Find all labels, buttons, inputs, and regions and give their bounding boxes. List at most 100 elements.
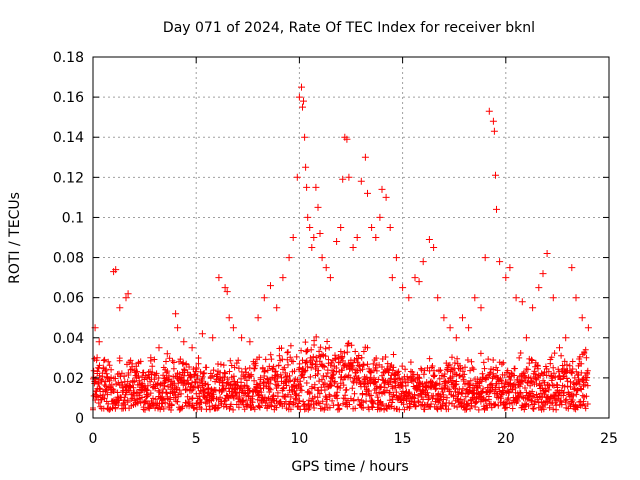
data-point [93, 354, 101, 362]
y-tick-label: 0.08 [53, 251, 84, 267]
data-point [95, 338, 103, 346]
data-point [326, 274, 334, 282]
data-point [506, 264, 514, 272]
data-point [572, 294, 580, 302]
data-point [364, 189, 371, 197]
roti-dense-band [90, 333, 591, 413]
data-point [333, 238, 341, 245]
data-point [103, 374, 111, 382]
data-point [124, 290, 132, 298]
data-point [301, 133, 309, 141]
y-tick-label: 0.16 [53, 90, 84, 106]
data-point [361, 153, 369, 161]
data-point [425, 236, 433, 243]
data-point [155, 344, 163, 352]
data-point [302, 163, 310, 171]
data-point [209, 334, 217, 342]
data-point [584, 324, 592, 332]
data-point [405, 294, 413, 302]
data-point [180, 338, 188, 346]
data-point [215, 274, 223, 282]
data-point [539, 270, 547, 278]
y-tick-label: 0.1 [62, 210, 84, 226]
data-point [279, 274, 287, 282]
data-point [229, 324, 237, 332]
data-point [392, 254, 400, 262]
data-point [562, 334, 570, 342]
data-point [529, 304, 537, 312]
data-point [198, 330, 206, 338]
data-point [221, 284, 229, 292]
data-point [345, 173, 353, 181]
data-point [388, 274, 396, 282]
data-point [399, 284, 407, 292]
data-point [419, 258, 427, 266]
data-point [116, 304, 124, 312]
data-point [172, 310, 180, 318]
x-tick-label: 0 [89, 431, 98, 447]
data-point [376, 213, 384, 221]
x-tick-label: 15 [394, 431, 412, 447]
x-axis-title: GPS time / hours [291, 459, 408, 475]
chart-title: Day 071 of 2024, Rate Of TEC Index for r… [163, 20, 535, 36]
data-point [440, 314, 448, 322]
data-point [188, 344, 196, 352]
y-tick-label: 0.06 [53, 291, 84, 307]
data-point [378, 185, 386, 193]
data-point [223, 288, 231, 296]
x-tick-label: 5 [192, 431, 201, 447]
data-point [238, 334, 246, 342]
data-point [128, 360, 136, 368]
data-point [299, 103, 306, 111]
data-point [489, 117, 497, 125]
data-points-layer [91, 83, 592, 392]
data-point [337, 224, 345, 231]
data-point [415, 278, 423, 286]
data-point [303, 183, 311, 191]
data-point [543, 250, 551, 257]
data-point [343, 135, 351, 143]
data-point [339, 175, 347, 183]
data-point [459, 314, 466, 322]
data-point [411, 274, 419, 282]
data-point [293, 173, 301, 181]
y-tick-label: 0.12 [53, 170, 84, 186]
data-point [430, 244, 438, 251]
data-point [300, 97, 307, 105]
data-point [556, 344, 563, 352]
y-tick-label: 0.02 [53, 371, 84, 387]
data-point [318, 254, 326, 262]
y-tick-label: 0.18 [53, 50, 84, 66]
data-point [312, 183, 320, 191]
data-point [122, 294, 130, 302]
x-tick-label: 20 [497, 431, 515, 447]
data-point [485, 107, 493, 115]
data-point [112, 266, 120, 274]
data-point [139, 384, 146, 392]
data-point [518, 298, 526, 306]
ticks-layer: 0 0.02 0.04 0.06 0.08 0.1 0.12 0.14 0.16 0.18 0 5 10… [53, 50, 618, 447]
data-point [260, 294, 268, 302]
data-point [285, 254, 293, 262]
data-point [298, 83, 305, 91]
y-tick-label: 0.14 [53, 130, 84, 146]
data-point [493, 205, 500, 213]
data-point [481, 254, 489, 262]
data-point [502, 274, 510, 282]
y-tick-label: 0 [75, 411, 84, 427]
data-point [147, 354, 155, 362]
data-point [434, 294, 442, 302]
data-point [386, 224, 394, 231]
data-point [368, 224, 376, 231]
data-point [192, 364, 200, 372]
data-band-layer [90, 333, 591, 413]
data-point [267, 282, 274, 290]
data-point [304, 213, 312, 221]
data-point [353, 234, 361, 241]
x-tick-label: 10 [290, 431, 308, 447]
data-point [496, 258, 504, 266]
data-point [512, 294, 520, 302]
data-point [174, 324, 182, 332]
data-point [322, 264, 330, 272]
